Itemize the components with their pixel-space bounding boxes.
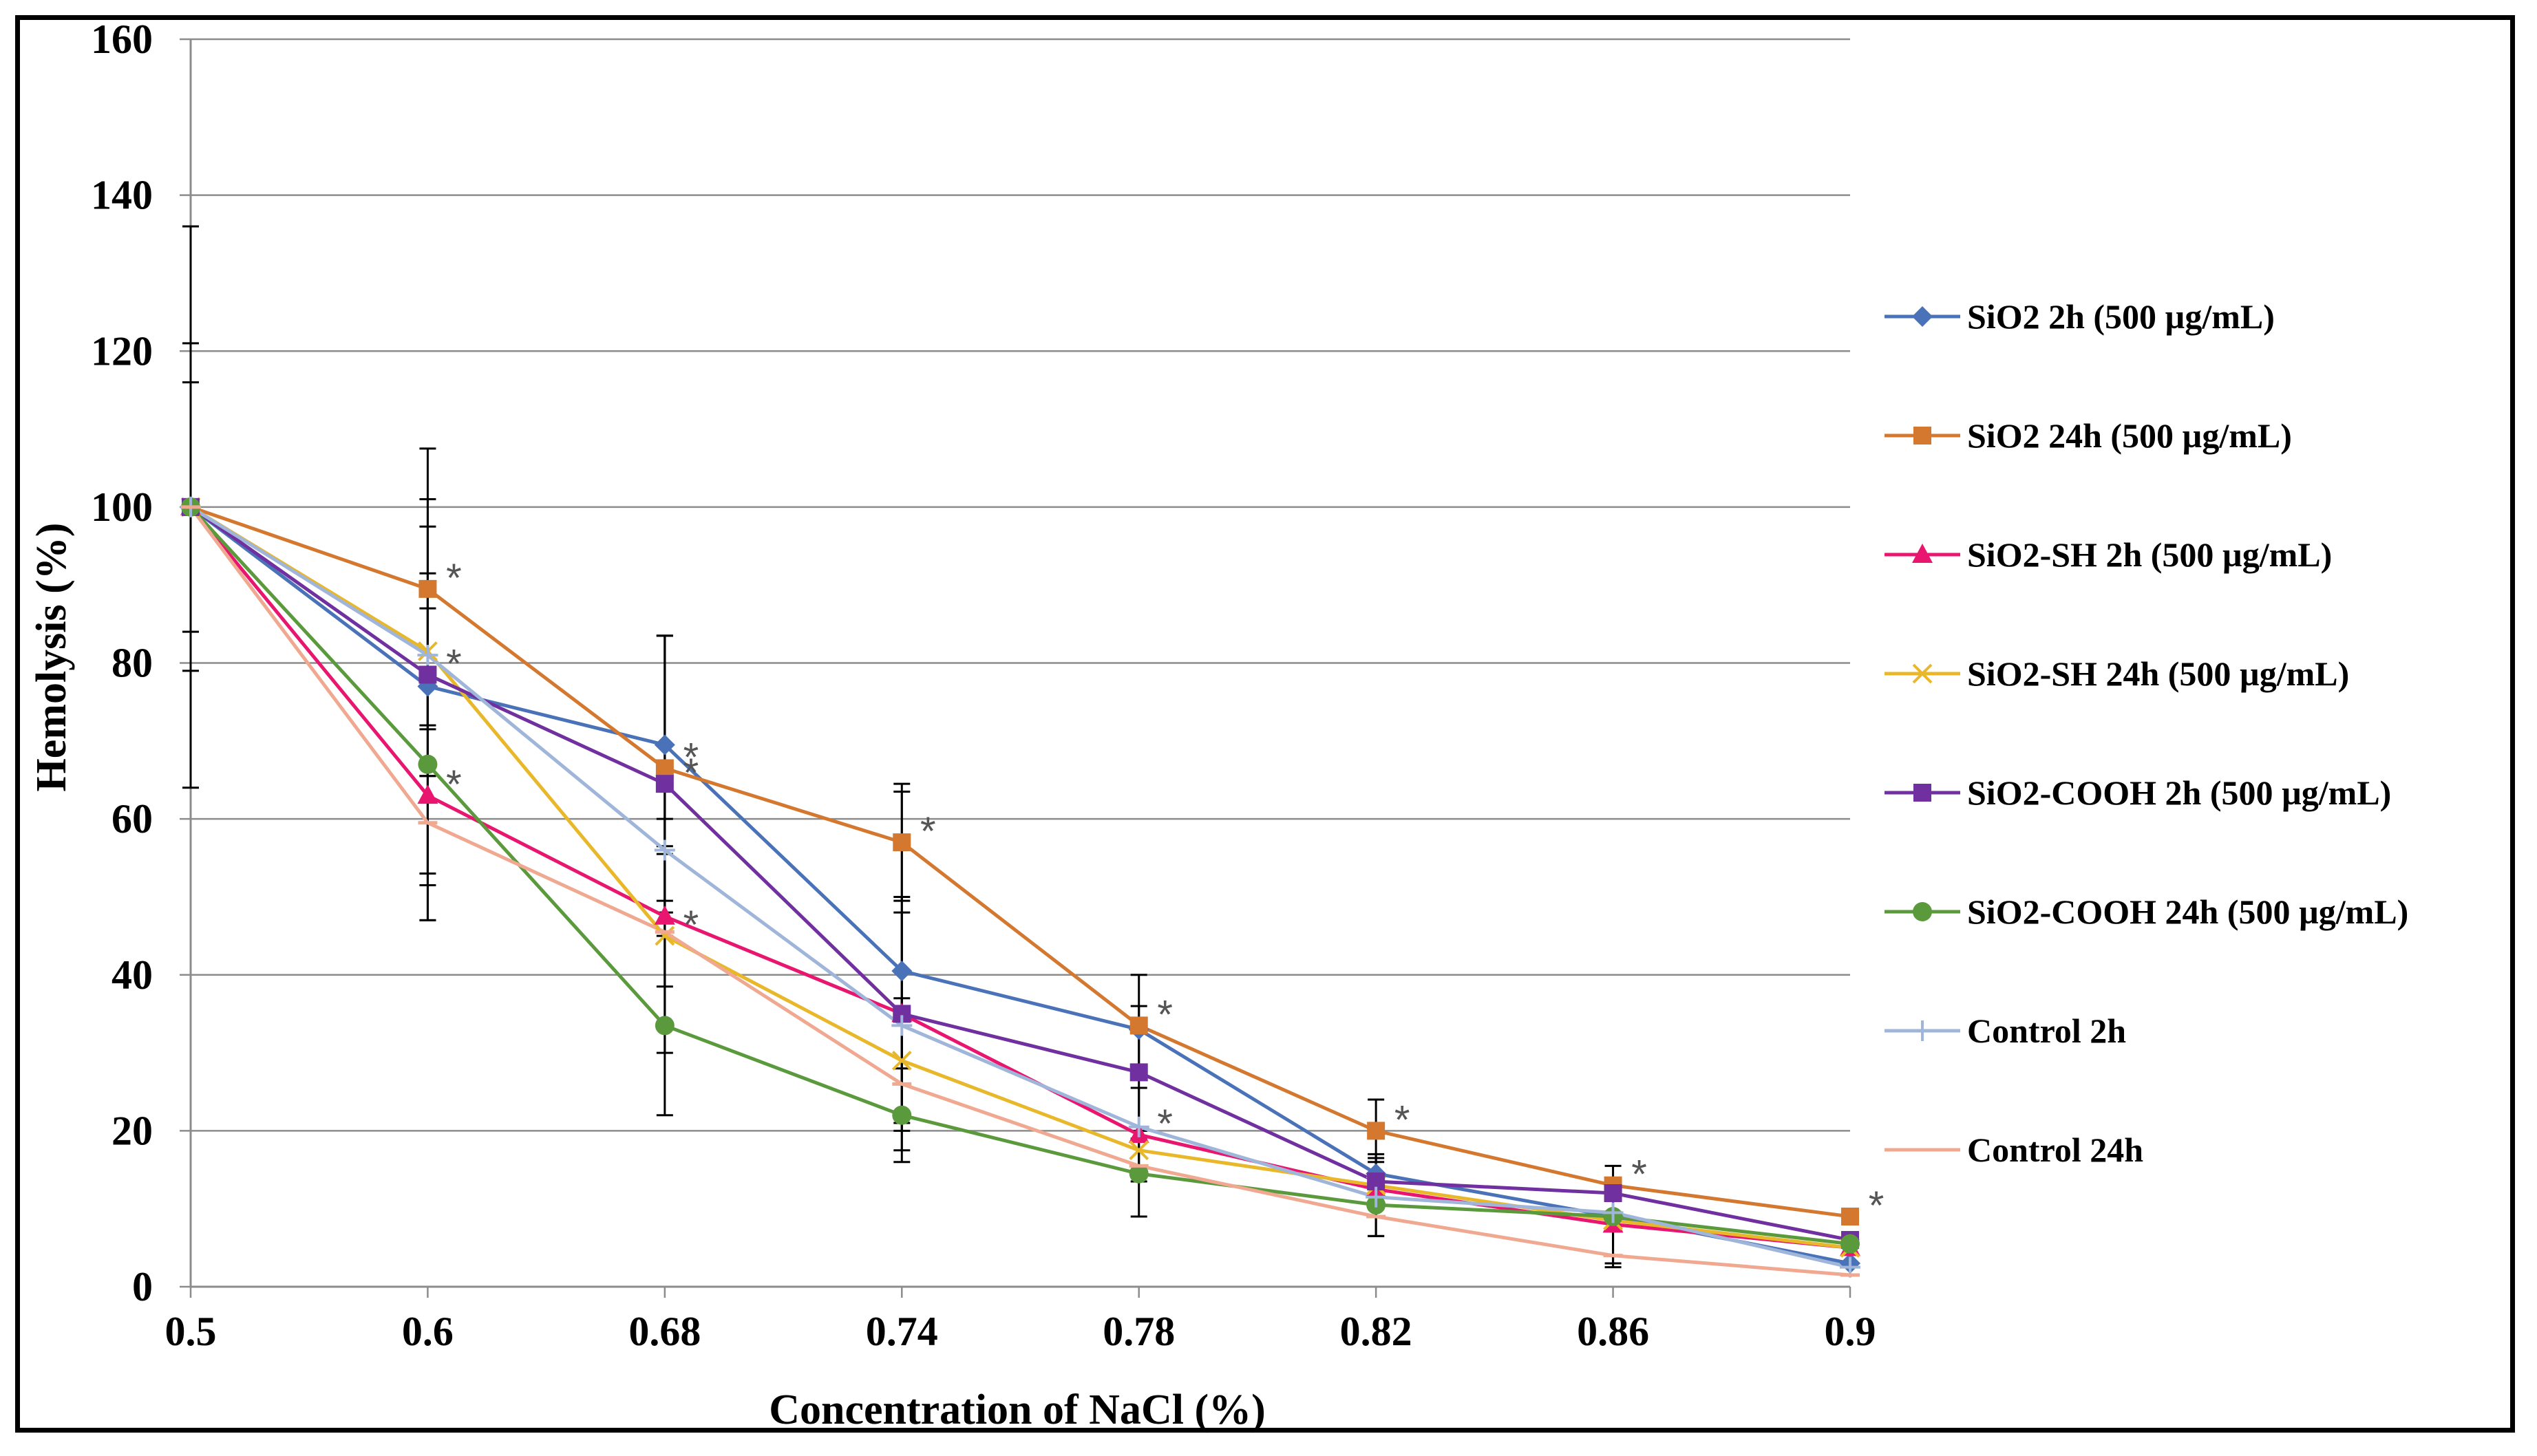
significance-star: * — [1157, 1102, 1173, 1146]
x-tick-label: 0.5 — [165, 1309, 217, 1354]
chart-frame — [15, 15, 2515, 1433]
significance-star: * — [1631, 1153, 1647, 1197]
data-point — [417, 645, 438, 666]
data-point — [1129, 1016, 1148, 1035]
significance-star: * — [683, 735, 699, 780]
data-point — [654, 734, 675, 756]
series-line-1 — [190, 505, 1851, 1219]
data-point — [655, 775, 674, 793]
y-tick-label: 100 — [91, 484, 153, 530]
data-point — [655, 1016, 675, 1036]
x-tick-label: 0.6 — [402, 1309, 454, 1354]
x-tick-label: 0.9 — [1825, 1309, 1876, 1354]
data-point — [1604, 1184, 1622, 1203]
y-tick-label: 160 — [91, 17, 153, 62]
legend-label: SiO2 2h (500 µg/mL) — [1967, 297, 2275, 336]
data-point — [893, 833, 911, 852]
legend-label: SiO2-SH 24h (500 µg/mL) — [1967, 654, 2349, 693]
series-line-7 — [189, 506, 1851, 1277]
significance-star: * — [920, 809, 936, 854]
data-point — [891, 1050, 912, 1071]
y-tick-label: 120 — [91, 328, 153, 374]
significance-star: * — [446, 556, 462, 601]
legend-label: Control 24h — [1967, 1131, 2143, 1169]
legend-marker — [1913, 902, 1932, 921]
x-tick-label: 0.82 — [1340, 1309, 1412, 1354]
data-point — [1129, 1140, 1149, 1161]
series-line-4 — [189, 505, 1851, 1242]
data-point — [1129, 1164, 1149, 1184]
data-point — [1602, 1202, 1624, 1223]
x-tick-label: 0.78 — [1103, 1309, 1175, 1354]
series-line-0 — [189, 505, 1851, 1265]
y-tick-label: 140 — [91, 173, 153, 218]
gridlines — [191, 38, 1850, 1132]
significance-star: * — [1869, 1184, 1885, 1228]
series-lines — [189, 505, 1851, 1277]
data-point — [1128, 1116, 1149, 1137]
series-line-6 — [189, 505, 1851, 1270]
significance-star: * — [446, 762, 462, 807]
significance-annotations: ********* *** — [446, 556, 1884, 1228]
data-point — [1367, 1122, 1386, 1140]
data-point — [654, 839, 675, 861]
y-tick-label: 80 — [112, 641, 153, 686]
y-tick-label: 40 — [112, 952, 153, 998]
significance-star: * — [683, 751, 699, 795]
data-point — [655, 759, 674, 778]
x-tick-label: 0.74 — [866, 1309, 938, 1354]
data-point — [1129, 1063, 1148, 1082]
legend-marker — [1912, 306, 1933, 327]
series-markers — [180, 495, 1860, 1278]
legend-marker — [1913, 427, 1931, 445]
y-tick-label: 20 — [112, 1108, 153, 1153]
legend-marker — [1913, 784, 1931, 802]
legend-label: SiO2-COOH 24h (500 µg/mL) — [1967, 892, 2408, 931]
data-point — [655, 925, 675, 946]
legend-marker — [1912, 663, 1933, 684]
legend-marker — [1912, 544, 1933, 563]
significance-star: * — [446, 641, 462, 686]
legend-label: Control 2h — [1967, 1011, 2126, 1050]
data-point — [1840, 1234, 1860, 1254]
x-tick-label: 0.86 — [1577, 1309, 1649, 1354]
legend-label: SiO2-SH 2h (500 µg/mL) — [1967, 535, 2332, 574]
x-tick-labels: 0.5 0.6 0.68 0.74 0.78 0.82 0.86 0.9 — [165, 1309, 1876, 1354]
data-point — [1841, 1208, 1859, 1226]
significance-star: * — [1157, 992, 1173, 1037]
legend-label: SiO2-COOH 2h (500 µg/mL) — [1967, 773, 2391, 812]
y-tick-labels: 0 20 40 60 80 100 120 140 160 — [91, 17, 153, 1309]
significance-star: * — [683, 903, 699, 948]
legend-label: SiO2 24h (500 µg/mL) — [1967, 416, 2292, 455]
x-axis-title: Concentration of NaCl (%) — [769, 1387, 1266, 1433]
y-tick-label: 60 — [112, 796, 153, 842]
data-point — [654, 905, 675, 925]
data-point — [1366, 1186, 1387, 1208]
y-tick-label: 0 — [132, 1264, 153, 1309]
legend-marker — [1912, 1020, 1933, 1041]
data-point — [891, 1015, 913, 1036]
data-point — [418, 665, 437, 684]
data-point — [417, 784, 438, 804]
data-point — [418, 579, 437, 598]
legend: SiO2 2h (500 µg/mL) SiO2 24h (500 µg/mL) S… — [1885, 297, 2408, 1169]
data-point — [891, 961, 913, 982]
data-point — [418, 754, 438, 774]
significance-star: * — [1394, 1098, 1410, 1142]
x-tick-label: 0.68 — [628, 1309, 701, 1354]
y-axis-title: Hemolysis (%) — [28, 523, 75, 792]
series-line-3 — [189, 505, 1851, 1250]
series-line-5 — [189, 506, 1851, 1246]
series-line-2 — [189, 506, 1851, 1250]
data-point — [892, 1105, 912, 1125]
